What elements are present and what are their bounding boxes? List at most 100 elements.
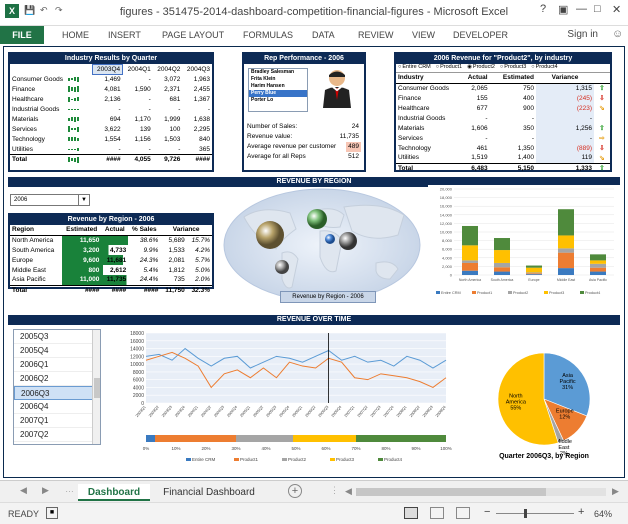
row-label: Healthcare [398,104,430,112]
radio-option[interactable]: ○Product4 [531,64,557,70]
revenue-line-chart[interactable]: 0 2000 4000 6000 8000 10000 12000 14000 16000 180… [116,329,456,433]
quarter-list-item[interactable]: 2007Q2 [14,428,100,442]
zoom-slider[interactable] [496,509,574,518]
chevron-down-icon[interactable]: ▼ [78,195,89,205]
tab-page-layout[interactable]: PAGE LAYOUT [162,30,225,40]
radio-button[interactable]: ○ [398,64,402,70]
asia-pacific-bubble [339,232,357,250]
rep-list-item[interactable]: Bradley Salesman [251,69,295,75]
zoom-in-icon[interactable]: + [578,506,585,518]
close-icon[interactable]: ✕ [612,4,622,16]
horizontal-scrollbar[interactable] [356,488,606,496]
radio-option[interactable]: ○Entire CRM [398,64,431,70]
rep-stat-value: 489 [346,142,361,152]
ribbon-display-icon[interactable]: ▣ [558,4,569,16]
quarter-list-item[interactable]: 2005Q3 [14,330,100,344]
x-tick-label: 2004Q3 [213,405,225,418]
radio-option[interactable]: ○Product3 [500,64,526,70]
rep-list-item[interactable]: Frita Klein [251,76,276,82]
scroll-right-icon[interactable]: ▶ [612,486,619,496]
zoom-out-icon[interactable]: − [484,506,491,518]
quarter-listbox[interactable]: 2005Q3 2005Q4 2006Q1 2006Q2 2006Q3 2006Q4 2007… [13,329,101,445]
page-break-view-icon[interactable] [456,507,470,519]
tab-data[interactable]: DATA [312,30,335,40]
tab-dashboard[interactable]: Dashboard [78,484,150,501]
table-cell: - [536,133,594,143]
next-sheet-icon[interactable]: ▶ [42,485,49,495]
tab-home[interactable]: HOME [62,30,89,40]
row-label: Materials [398,124,425,132]
y-tick-label: 16000 [130,339,144,345]
quarter-list-item[interactable]: 2006Q2 [14,372,100,386]
minimize-icon[interactable]: — [576,3,587,15]
bar-segment [590,260,606,264]
y-tick-label: 0 [450,273,453,278]
file-tab[interactable]: FILE [0,26,44,44]
world-map-chart[interactable]: Revenue by Region - 2006 [222,187,422,307]
tab-developer[interactable]: DEVELOPER [453,30,509,40]
region-bar-chart[interactable]: 0 2,000 4,000 6,000 8,000 10,000 12,000 14,000 1… [428,185,622,309]
tab-review[interactable]: REVIEW [358,30,394,40]
table-cell: 2,081 [168,256,185,264]
more-sheets-icon[interactable]: … [65,484,74,494]
scrollbar-thumb[interactable] [94,378,100,398]
quarter-list-item[interactable]: 2006Q3 [14,386,100,400]
page-layout-view-icon[interactable] [430,507,444,519]
table-cell: - [536,113,594,123]
zoom-slider-thumb[interactable] [524,509,527,518]
bar-segment [590,263,606,268]
smiley-icon[interactable]: ☺ [612,28,624,40]
y-tick-label: 0 [141,401,144,407]
table-row: Services - - - ⇨ [396,133,610,143]
x-tick-label: South America [491,278,514,282]
legend-swatch [436,291,440,294]
ribbon-tabs: FILE HOME INSERT PAGE LAYOUT FORMULAS DA… [0,26,628,44]
quarter-list-item[interactable]: 2006Q1 [14,358,100,372]
macro-record-icon[interactable]: ■ [46,507,58,519]
table-row: Consumer Goods 2,065 750 1,315 ⇧ [396,83,610,93]
help-icon[interactable]: ? [540,3,547,15]
radio-button[interactable]: ○ [435,64,440,70]
rep-list-item[interactable]: Harim Hansen [251,83,285,89]
radio-option[interactable]: ○Product1 [436,64,462,70]
bar-segment [526,274,542,275]
prev-sheet-icon[interactable]: ◀ [20,485,27,495]
normal-view-icon[interactable] [404,507,418,519]
column-header[interactable]: 2003Q4 [91,64,124,75]
tab-insert[interactable]: INSERT [108,30,141,40]
radio-button[interactable]: ○ [499,64,504,70]
radio-button[interactable]: ◉ [467,64,472,70]
radio-option[interactable]: ◉Product2 [467,64,495,70]
rep-list-item[interactable]: Porter Lo [251,97,274,103]
quarter-list-item[interactable]: 2005Q4 [14,344,100,358]
table-cell: 681 [169,96,181,103]
sign-in-link[interactable]: Sign in [567,29,598,40]
product-mix-chart[interactable]: 0% 10% 20% 30% 40% 50% 60% 70% 80% 90% 100% Entire … [116,433,456,473]
revenue-product-title: 2006 Revenue for "Product2", by industry [396,54,610,64]
radio-button[interactable]: ○ [531,64,535,70]
maximize-icon[interactable]: □ [594,3,601,15]
scroll-left-icon[interactable]: ◀ [345,486,352,496]
scrollbar[interactable] [92,330,100,444]
rep-listbox[interactable]: Bradley Salesman Frita Klein Harim Hansen P… [248,68,308,112]
horizontal-scrollbar-thumb[interactable] [356,488,546,496]
year-dropdown[interactable]: 2006 ▼ [10,194,90,206]
table-cell: 1,999 [164,116,181,123]
quarter-list-item[interactable]: 2006Q4 [14,400,100,414]
table-cell: 3,622 [104,126,121,133]
redo-icon[interactable]: ↷ [55,5,63,15]
series-line [145,347,447,369]
add-sheet-icon[interactable]: + [288,484,302,498]
save-icon[interactable]: 💾 [24,5,36,15]
tab-view[interactable]: VIEW [412,30,436,40]
tab-financial-dashboard[interactable]: Financial Dashboard [163,487,255,498]
table-cell: 24.4% [139,276,159,284]
table-row: Industrial Goods - - - [396,113,610,123]
region-pie-chart[interactable]: Asia Pacific 31% Europe 12% Middle East 2% North… [476,343,612,467]
tab-formulas[interactable]: FORMULAS [243,30,294,40]
quarter-list-item[interactable]: 2007Q1 [14,414,100,428]
table-cell: 1,350 [517,144,534,152]
rep-list-item[interactable]: Perry Blue [249,90,307,97]
pie-label: 55% [510,405,521,411]
undo-icon[interactable]: ↶ [40,5,48,15]
